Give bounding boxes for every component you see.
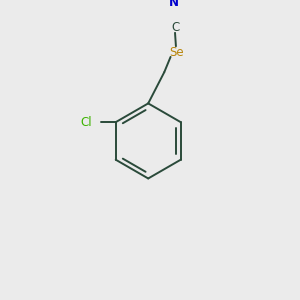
- Text: C: C: [171, 21, 179, 34]
- Text: N: N: [169, 0, 179, 9]
- Text: Se: Se: [169, 46, 184, 59]
- Text: Cl: Cl: [81, 116, 92, 129]
